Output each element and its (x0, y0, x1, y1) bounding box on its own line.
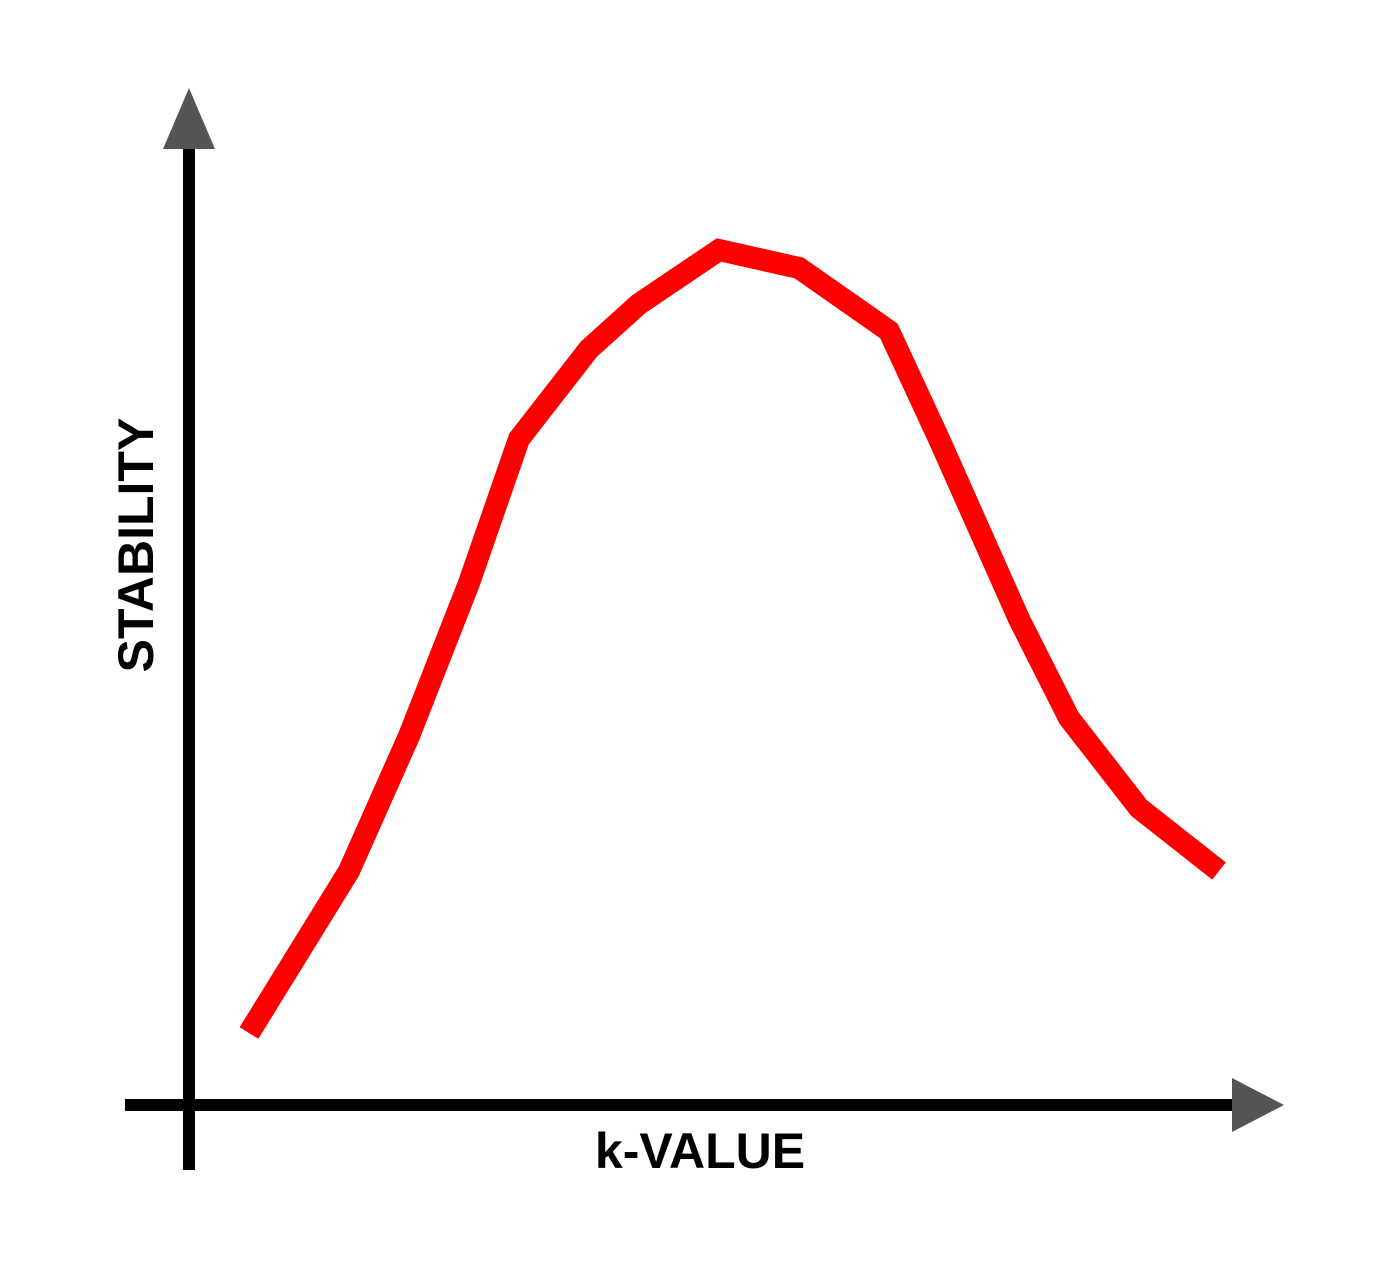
y-axis-arrow-icon (163, 88, 215, 149)
series-line-0 (239, 238, 1226, 1039)
x-axis-arrow-icon (1232, 1078, 1284, 1132)
y-axis-label: STABILITY (108, 418, 164, 673)
series-layer (239, 238, 1226, 1039)
x-axis-label: k-VALUE (595, 1123, 805, 1179)
